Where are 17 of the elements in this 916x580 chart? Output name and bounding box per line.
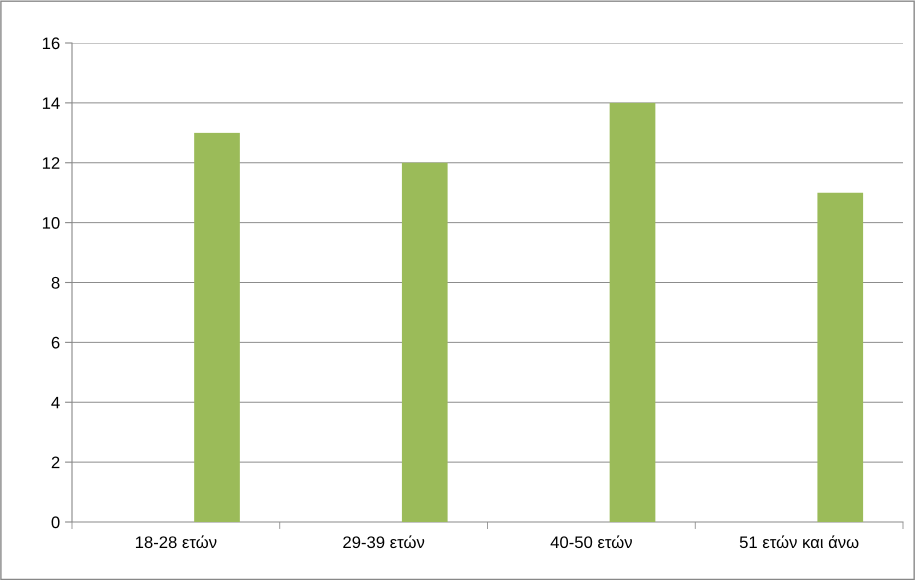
- bar: [817, 192, 864, 522]
- y-tick-label: 10: [42, 217, 60, 229]
- y-tick-label: 6: [52, 336, 60, 349]
- bar: [402, 162, 448, 522]
- y-tick-label: 0: [52, 516, 60, 528]
- y-tick-label: 8: [52, 276, 60, 289]
- y-tick-label: 4: [51, 396, 60, 408]
- y-tick-label: 12: [42, 157, 60, 169]
- x-tick-label: 18-28 ετών: [136, 535, 216, 548]
- bar: [194, 132, 240, 522]
- bar: [610, 102, 656, 522]
- y-tick-label: 14: [42, 97, 60, 109]
- y-tick-label: 2: [52, 456, 60, 468]
- x-tick-label: 40-50 ετών: [550, 535, 632, 548]
- x-tick-label: 51 ετών και άνω: [740, 535, 858, 548]
- x-tick-label: 29-39 ετών: [343, 535, 424, 548]
- y-tick-label: 16: [42, 37, 60, 50]
